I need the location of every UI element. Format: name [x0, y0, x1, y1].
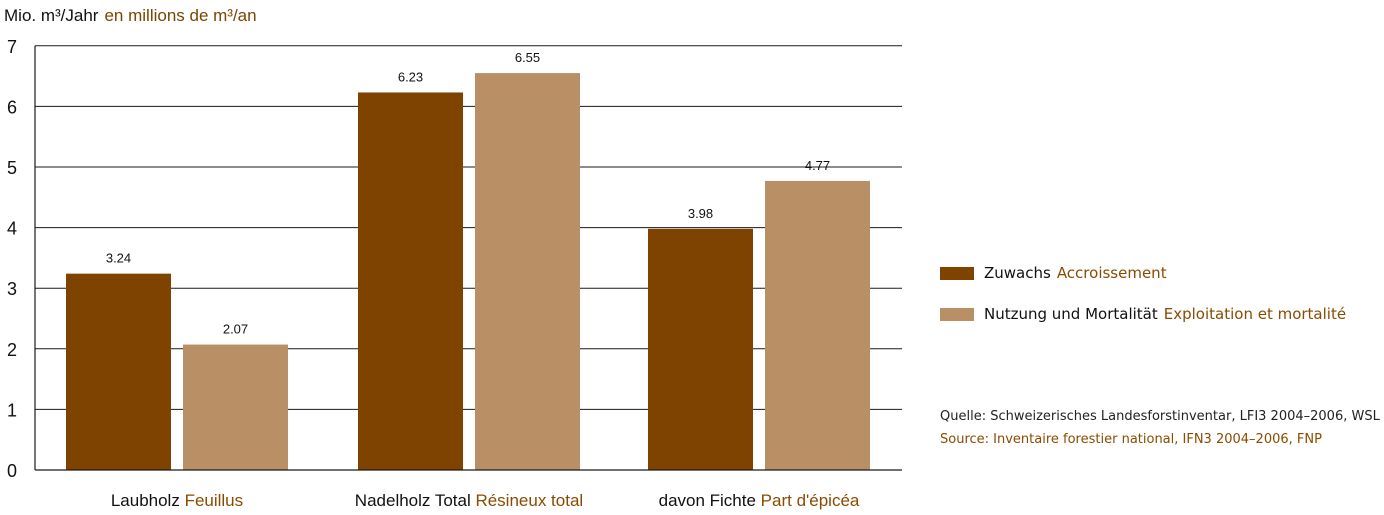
legend-label-fr: Accroissement — [1057, 264, 1167, 282]
bar — [66, 274, 171, 470]
x-tick-label-de: Nadelholz Total — [355, 491, 476, 510]
bar — [648, 229, 753, 470]
legend-item-zuwachs: Zuwachs Accroissement — [940, 262, 1346, 284]
legend: Zuwachs Accroissement Nutzung und Mortal… — [940, 262, 1346, 344]
y-tick-label: 3 — [7, 279, 17, 299]
data-label: 6.55 — [515, 50, 540, 65]
legend-label-de: Zuwachs — [984, 264, 1051, 282]
data-label: 4.77 — [805, 158, 830, 173]
bar — [183, 345, 288, 470]
data-label: 6.23 — [398, 69, 423, 84]
bar — [475, 73, 580, 470]
legend-label-de: Nutzung und Mortalität — [984, 305, 1158, 323]
bar-chart: 0 1 2 3 4 5 6 7 3.24 6.23 3.98 2.07 6.55 4.77 Laubholz… — [0, 0, 930, 515]
x-tick-label-fr: Feuillus — [185, 491, 244, 510]
x-tick-label: Nadelholz Total Résineux total — [355, 491, 583, 510]
legend-label-fr: Exploitation et mortalité — [1164, 305, 1346, 323]
x-tick-label-fr: Part d'épicéa — [761, 491, 860, 510]
x-tick-label: Laubholz Feuillus — [111, 491, 243, 510]
data-label: 2.07 — [223, 322, 248, 337]
y-tick-label: 4 — [7, 219, 17, 239]
source-note: Quelle: Schweizerisches Landesforstinven… — [940, 405, 1380, 451]
x-tick-label-de: davon Fichte — [659, 491, 761, 510]
legend-swatch-zuwachs — [940, 267, 974, 280]
legend-swatch-nutzung — [940, 308, 974, 321]
y-tick-label: 6 — [7, 97, 17, 117]
source-fr: Source: Inventaire forestier national, I… — [940, 428, 1380, 451]
y-tick-label: 2 — [7, 340, 17, 360]
y-tick-label: 0 — [7, 461, 17, 481]
bar — [765, 181, 870, 470]
x-tick-label-fr: Résineux total — [475, 491, 583, 510]
y-tick-label: 1 — [7, 400, 17, 420]
source-de: Quelle: Schweizerisches Landesforstinven… — [940, 405, 1380, 428]
x-tick-label-de: Laubholz — [111, 491, 185, 510]
data-label: 3.98 — [688, 206, 713, 221]
legend-item-nutzung: Nutzung und Mortalität Exploitation et m… — [940, 303, 1346, 325]
y-tick-label: 7 — [7, 37, 17, 57]
y-tick-label: 5 — [7, 158, 17, 178]
data-label: 3.24 — [106, 251, 131, 266]
bar — [358, 92, 463, 470]
x-tick-label: davon Fichte Part d'épicéa — [659, 491, 860, 510]
